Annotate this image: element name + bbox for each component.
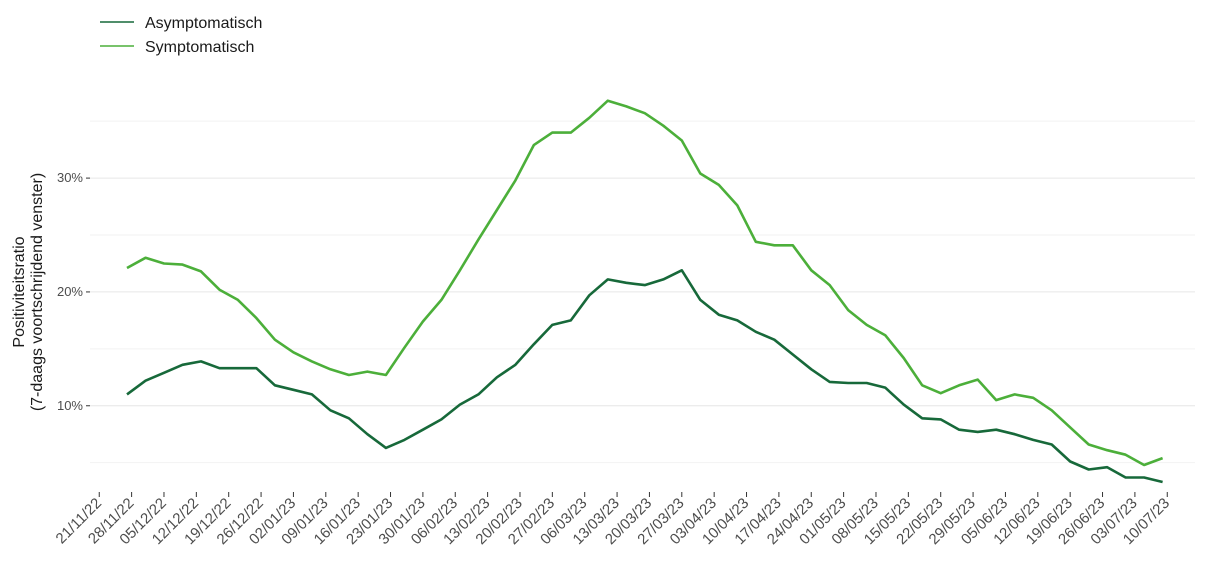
series-line bbox=[126, 269, 1163, 484]
y-tick-label: 30% bbox=[57, 170, 83, 185]
y-tick-label: 20% bbox=[57, 284, 83, 299]
y-tick-label: 10% bbox=[57, 398, 83, 413]
series-line bbox=[126, 99, 1164, 467]
y-axis-title-line: (7-daags voortschrijdend venster) bbox=[29, 173, 46, 411]
y-axis-title-line: Positiviteitsratio bbox=[11, 236, 28, 347]
legend-label: Symptomatisch bbox=[145, 39, 254, 56]
legend: Asymptomatisch Symptomatisch bbox=[100, 15, 262, 56]
y-axis-title: Positiviteitsratio (7-daags voortschrijd… bbox=[11, 173, 46, 411]
legend-label: Asymptomatisch bbox=[145, 15, 262, 32]
